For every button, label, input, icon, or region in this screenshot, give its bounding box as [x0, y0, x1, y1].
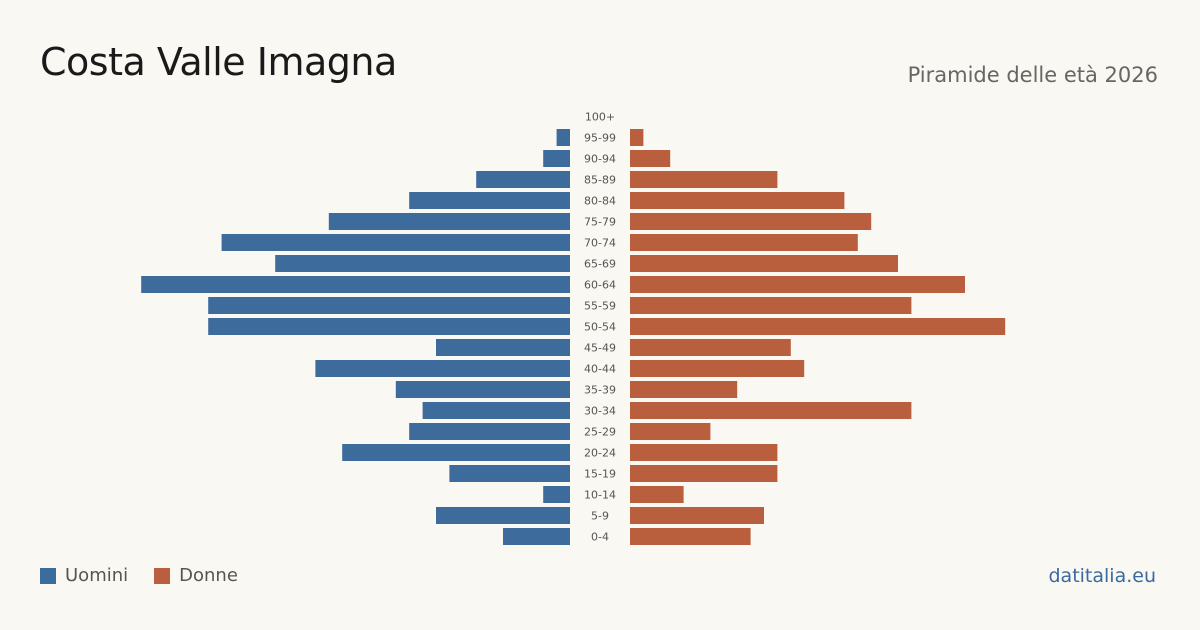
age-label-95-99: 95-99 [584, 132, 616, 145]
bar-female-95-99 [630, 129, 644, 146]
bar-female-15-19 [630, 465, 778, 482]
bar-female-0-4 [630, 528, 751, 545]
legend-swatch-female [154, 567, 171, 584]
bar-male-20-24 [342, 444, 570, 461]
age-label-15-19: 15-19 [584, 468, 616, 481]
bar-male-10-14 [543, 486, 570, 503]
age-label-30-34: 30-34 [584, 405, 616, 418]
age-label-80-84: 80-84 [584, 195, 616, 208]
legend-swatch-male [40, 567, 56, 584]
bar-male-0-4 [503, 528, 570, 545]
bar-female-50-54 [630, 318, 1006, 335]
age-label-10-14: 10-14 [584, 489, 616, 502]
age-label-20-24: 20-24 [584, 447, 616, 460]
bar-female-10-14 [630, 486, 684, 503]
bar-female-30-34 [630, 402, 912, 419]
bar-female-80-84 [630, 192, 845, 209]
legend-label-male: Uomini [65, 565, 129, 586]
bar-female-70-74 [630, 234, 858, 251]
age-label-75-79: 75-79 [584, 216, 616, 229]
legend-label-female: Donne [179, 565, 238, 586]
bar-female-60-64 [630, 276, 965, 293]
age-label-85-89: 85-89 [584, 174, 616, 187]
age-label-0-4: 0-4 [591, 531, 609, 544]
bar-male-15-19 [449, 465, 570, 482]
bar-male-70-74 [221, 234, 570, 251]
bar-male-65-69 [275, 255, 570, 272]
age-label-5-9: 5-9 [591, 510, 609, 523]
age-label-35-39: 35-39 [584, 384, 616, 397]
age-label-55-59: 55-59 [584, 300, 616, 313]
bar-male-55-59 [208, 297, 570, 314]
bar-male-85-89 [476, 171, 570, 188]
bar-female-45-49 [630, 339, 791, 356]
age-label-90-94: 90-94 [584, 153, 616, 166]
bar-female-40-44 [630, 360, 805, 377]
age-label-100+: 100+ [585, 111, 615, 124]
bar-male-75-79 [328, 213, 570, 230]
brand-link[interactable]: datitalia.eu [1048, 565, 1157, 587]
bar-female-75-79 [630, 213, 872, 230]
legend-item-male: Uomini [40, 565, 128, 586]
bar-male-25-29 [409, 423, 570, 440]
bar-male-90-94 [543, 150, 570, 167]
bar-male-95-99 [556, 129, 570, 146]
age-label-60-64: 60-64 [584, 279, 616, 292]
bar-male-45-49 [436, 339, 570, 356]
chart-subtitle: Piramide delle età 2026 [907, 63, 1158, 87]
bar-male-5-9 [436, 507, 570, 524]
bar-male-30-34 [422, 402, 570, 419]
bar-male-60-64 [141, 276, 570, 293]
age-label-70-74: 70-74 [584, 237, 616, 250]
age-label-50-54: 50-54 [584, 321, 616, 334]
bar-female-90-94 [630, 150, 671, 167]
bar-male-50-54 [208, 318, 570, 335]
bar-female-25-29 [630, 423, 711, 440]
age-label-40-44: 40-44 [584, 363, 616, 376]
age-label-65-69: 65-69 [584, 258, 616, 271]
legend-item-female: Donne [154, 565, 238, 586]
bar-male-80-84 [409, 192, 570, 209]
bar-male-35-39 [395, 381, 570, 398]
bar-female-55-59 [630, 297, 912, 314]
age-label-45-49: 45-49 [584, 342, 616, 355]
age-label-25-29: 25-29 [584, 426, 616, 439]
bar-female-5-9 [630, 507, 764, 524]
legend: Uomini Donne [40, 565, 264, 586]
bar-female-85-89 [630, 171, 778, 188]
bar-male-40-44 [315, 360, 570, 377]
bar-female-65-69 [630, 255, 898, 272]
bar-female-20-24 [630, 444, 778, 461]
bar-female-35-39 [630, 381, 738, 398]
chart-title: Costa Valle Imagna [40, 40, 397, 84]
